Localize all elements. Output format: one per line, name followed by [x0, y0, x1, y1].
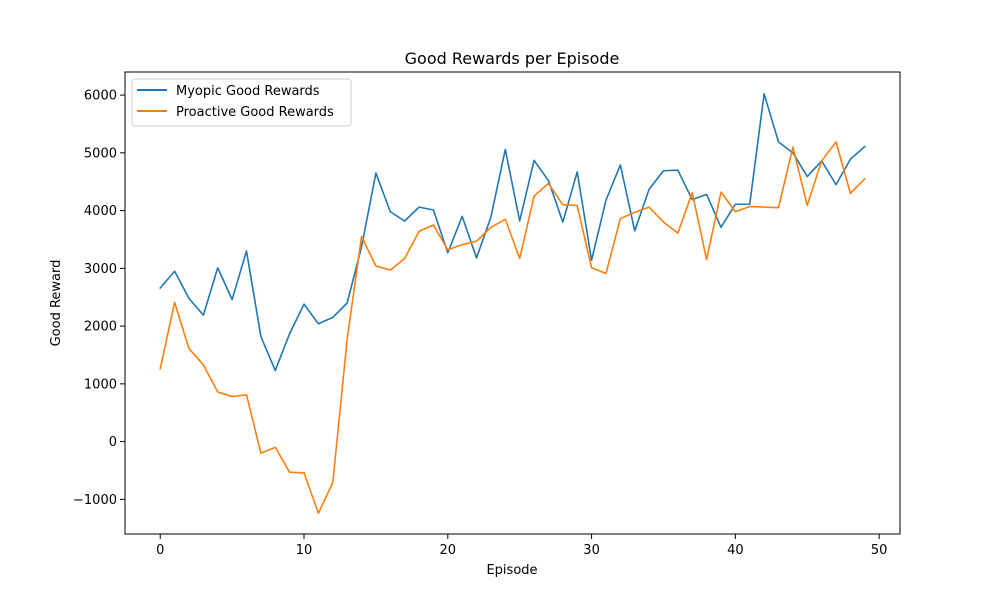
x-tick-label: 40 [727, 543, 744, 558]
series-line-myopic [159, 93, 866, 372]
y-tick-label: 2000 [84, 320, 117, 335]
y-axis: −1000 0 1000 2000 3000 4000 5000 6000 [73, 89, 125, 508]
legend-box [131, 78, 352, 127]
y-tick-label: 6000 [84, 89, 117, 104]
x-tick-label: 50 [871, 543, 888, 558]
y-tick-label: 5000 [84, 146, 117, 161]
series-line-proactive [159, 141, 866, 515]
y-tick-label: 3000 [84, 262, 117, 277]
x-tick-label: 10 [296, 543, 313, 558]
y-tick-label: −1000 [73, 493, 117, 508]
x-tick-label: 30 [583, 543, 600, 558]
x-tick-label: 0 [156, 543, 164, 558]
y-tick-label: 4000 [84, 204, 117, 219]
legend-label-myopic: Myopic Good Rewards [176, 84, 320, 99]
y-axis-title: Good Reward [49, 260, 64, 347]
chart-title: Good Rewards per Episode [405, 49, 620, 68]
x-axis: 0 10 20 30 40 50 [156, 534, 887, 558]
plot-area [125, 72, 900, 534]
legend-label-proactive: Proactive Good Rewards [176, 105, 334, 120]
x-axis-title: Episode [486, 563, 537, 578]
y-tick-label: 0 [109, 435, 117, 450]
legend: Myopic Good Rewards Proactive Good Rewar… [131, 78, 352, 127]
x-tick-label: 20 [440, 543, 457, 558]
y-tick-label: 1000 [84, 377, 117, 392]
plot-border [124, 71, 901, 535]
series-layer [159, 93, 866, 515]
